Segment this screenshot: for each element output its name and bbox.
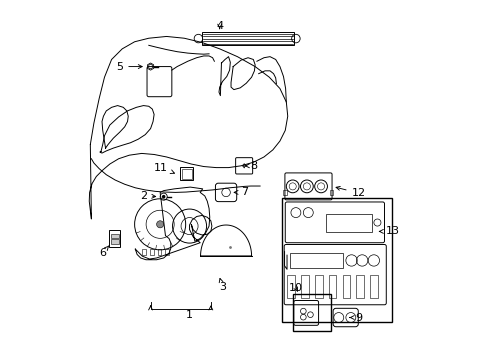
Text: 11: 11: [154, 163, 174, 174]
Bar: [342, 275, 349, 298]
Text: 5: 5: [116, 62, 142, 72]
Bar: [314, 275, 322, 298]
Bar: [283, 190, 286, 195]
Text: 1: 1: [185, 310, 193, 320]
Bar: [180, 167, 193, 180]
Bar: [202, 32, 293, 45]
Text: 3: 3: [219, 278, 225, 292]
Bar: [356, 275, 364, 298]
Text: 12: 12: [335, 186, 365, 198]
Circle shape: [156, 221, 163, 228]
Text: 4: 4: [216, 21, 223, 31]
Bar: [182, 168, 191, 179]
Bar: [111, 239, 119, 244]
Text: 2: 2: [140, 191, 155, 201]
Bar: [142, 249, 145, 256]
Bar: [165, 249, 169, 256]
Text: 9: 9: [349, 312, 362, 323]
Bar: [292, 294, 330, 330]
Bar: [328, 275, 336, 298]
Bar: [369, 275, 377, 298]
Text: 8: 8: [245, 161, 256, 171]
Text: 6: 6: [99, 246, 109, 258]
Bar: [329, 190, 333, 195]
Text: 13: 13: [379, 226, 399, 237]
Bar: [281, 198, 391, 323]
Bar: [289, 253, 342, 267]
Text: 10: 10: [288, 283, 302, 293]
Bar: [158, 249, 161, 256]
Bar: [325, 215, 371, 232]
Bar: [300, 275, 308, 298]
Circle shape: [162, 195, 165, 198]
Bar: [111, 234, 119, 238]
Bar: [286, 275, 294, 298]
Text: 7: 7: [234, 188, 247, 197]
Bar: [150, 249, 153, 256]
